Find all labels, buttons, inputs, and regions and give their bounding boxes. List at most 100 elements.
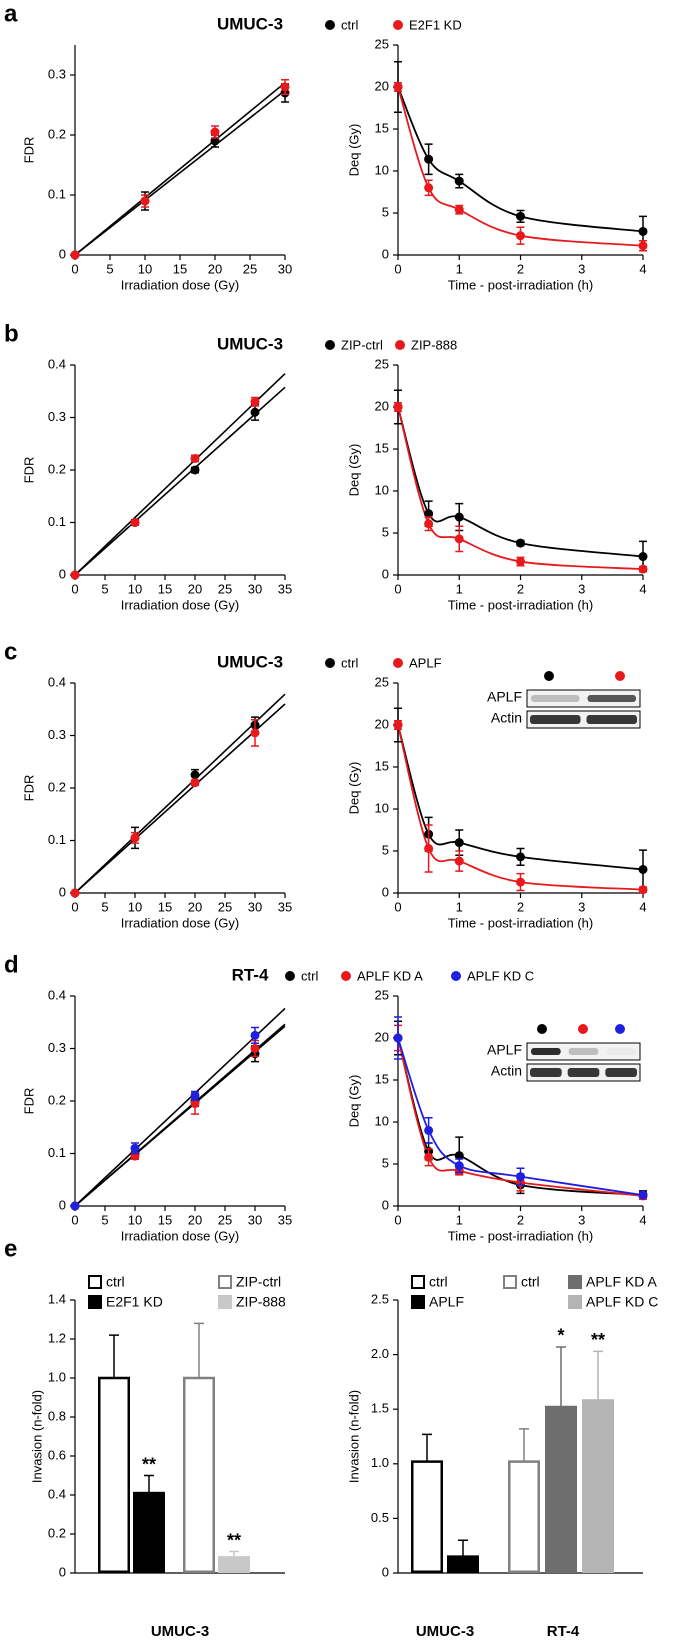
x-tick-label: 0 — [394, 581, 401, 596]
data-point — [250, 1030, 260, 1040]
y-tick-label: 0.4 — [48, 987, 66, 1002]
legend-label: ZIP-888 — [411, 337, 457, 352]
data-point — [70, 888, 80, 898]
data-point — [190, 1099, 200, 1109]
legend-label: ZIP-888 — [236, 1294, 286, 1310]
x-tick-label: 4 — [639, 581, 646, 596]
data-point — [638, 885, 648, 895]
x-tick-label: 4 — [639, 261, 646, 276]
significance: ** — [591, 1330, 605, 1350]
bar — [508, 1460, 540, 1573]
y-tick-label: 0.1 — [48, 186, 66, 201]
data-point — [393, 402, 403, 412]
panel-label: c — [4, 638, 17, 665]
x-tick-label: 1 — [456, 1212, 463, 1227]
x-tick-label: 0 — [71, 1212, 78, 1227]
legend-swatch — [88, 1295, 102, 1309]
y-axis-label: FDR — [21, 1088, 36, 1115]
y-tick-label: 1.0 — [48, 1369, 66, 1384]
series-line — [397, 86, 644, 233]
y-tick-label: 20 — [375, 716, 389, 731]
y-tick-label: 25 — [375, 674, 389, 689]
data-point — [454, 1151, 464, 1161]
x-tick-label: 5 — [101, 1212, 108, 1227]
x-axis-label: Time - post-irradiation (h) — [448, 277, 593, 292]
data-point — [454, 512, 464, 522]
x-tick-label: 3 — [578, 261, 585, 276]
y-tick-label: 25 — [375, 36, 389, 51]
y-tick-label: 0.2 — [48, 126, 66, 141]
lane-dot — [615, 671, 625, 681]
y-tick-label: 0.3 — [48, 66, 66, 81]
significance: ** — [227, 1530, 241, 1550]
y-tick-label: 15 — [375, 440, 389, 455]
x-tick-label: 3 — [578, 1212, 585, 1227]
y-tick-label: 15 — [375, 758, 389, 773]
data-point — [638, 564, 648, 574]
y-tick-label: 5 — [382, 204, 389, 219]
blot-box — [526, 1042, 641, 1061]
y-tick-label: 0.8 — [48, 1408, 66, 1423]
data-point — [424, 183, 434, 193]
y-tick-label: 0 — [382, 1564, 389, 1579]
error-bar — [144, 1474, 154, 1494]
data-point — [70, 1201, 80, 1211]
data-point — [454, 176, 464, 186]
x-tick-label: 15 — [173, 261, 187, 276]
data-point — [454, 856, 464, 866]
data-point — [130, 833, 140, 843]
x-tick-label: 1 — [456, 581, 463, 596]
y-tick-label: 25 — [375, 987, 389, 1002]
x-axis-label: Irradiation dose (Gy) — [121, 277, 240, 292]
x-tick-label: 5 — [101, 581, 108, 596]
panel-title: UMUC-3 — [217, 652, 283, 671]
panel-label: e — [4, 1235, 17, 1262]
y-tick-label: 5 — [382, 1155, 389, 1170]
y-axis-label: Deq (Gy) — [346, 1075, 361, 1128]
data-point — [454, 205, 464, 215]
legend-label: APLF — [409, 655, 442, 670]
blot-band — [530, 1068, 562, 1077]
legend-label: ZIP-ctrl — [236, 1274, 281, 1290]
x-tick-label: 4 — [639, 1212, 646, 1227]
y-tick-label: 2.0 — [371, 1346, 389, 1361]
data-point — [70, 570, 80, 580]
y-tick-label: 0 — [59, 884, 66, 899]
legend-label: E2F1 KD — [409, 17, 462, 32]
y-tick-label: 0.1 — [48, 1145, 66, 1160]
data-point — [250, 397, 260, 407]
x-tick-label: 0 — [71, 261, 78, 276]
legend-marker — [325, 20, 335, 30]
legend-swatch — [411, 1275, 425, 1289]
legend-label: ctrl — [106, 1274, 125, 1290]
legend-label: ctrl — [521, 1274, 540, 1290]
lane-dot — [544, 671, 554, 681]
y-tick-label: 0 — [382, 884, 389, 899]
y-tick-label: 25 — [375, 356, 389, 371]
data-point — [424, 843, 434, 853]
data-point — [250, 728, 260, 738]
error-bar — [519, 1428, 529, 1462]
data-point — [516, 852, 525, 862]
legend-label: ZIP-ctrl — [341, 337, 383, 352]
data-point — [424, 1125, 434, 1135]
data-point — [516, 557, 525, 567]
y-axis-label: FDR — [21, 775, 36, 802]
legend-label: APLF KD A — [586, 1274, 657, 1290]
y-axis-label: Deq (Gy) — [346, 444, 361, 497]
x-tick-label: 35 — [278, 899, 292, 914]
data-point — [190, 778, 200, 788]
x-tick-label: 30 — [248, 1212, 262, 1227]
x-tick-label: 4 — [639, 899, 646, 914]
data-point — [424, 509, 434, 519]
legend-swatch — [503, 1275, 517, 1289]
legend-marker — [393, 658, 403, 668]
legend-swatch — [88, 1275, 102, 1289]
y-tick-label: 20 — [375, 398, 389, 413]
blot-band — [586, 715, 637, 724]
y-axis-label: Invasion (n-fold) — [29, 1390, 44, 1483]
x-tick-label: 30 — [278, 261, 292, 276]
y-axis-label: Invasion (n-fold) — [346, 1390, 361, 1483]
y-tick-label: 0 — [382, 246, 389, 261]
legend-swatch — [218, 1275, 232, 1289]
